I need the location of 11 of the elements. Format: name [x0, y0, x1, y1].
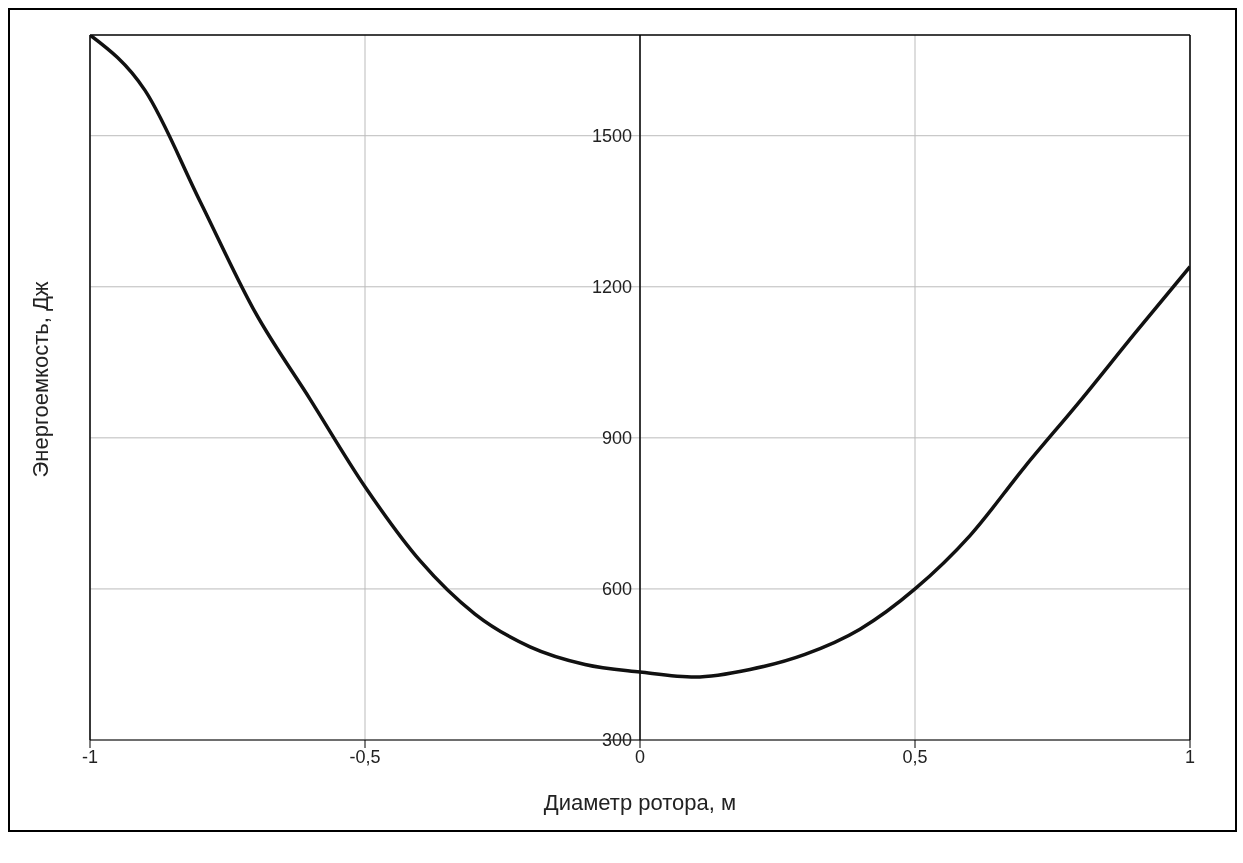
x-tick-label: -0,5 — [349, 746, 381, 767]
x-tick-label: 0 — [634, 746, 646, 767]
y-tick-label: 1200 — [591, 276, 632, 297]
y-tick-label: 900 — [601, 427, 632, 448]
x-tick-label: -1 — [81, 746, 99, 767]
y-axis-title: Энергоемкость, Дж — [27, 281, 53, 478]
y-tick-label: 600 — [601, 578, 632, 599]
x-axis-title: Диаметр ротора, м — [543, 790, 737, 815]
x-tick-label: 0,5 — [902, 746, 928, 767]
y-tick-label: 1500 — [591, 125, 632, 146]
x-tick-label: 1 — [1184, 746, 1196, 767]
